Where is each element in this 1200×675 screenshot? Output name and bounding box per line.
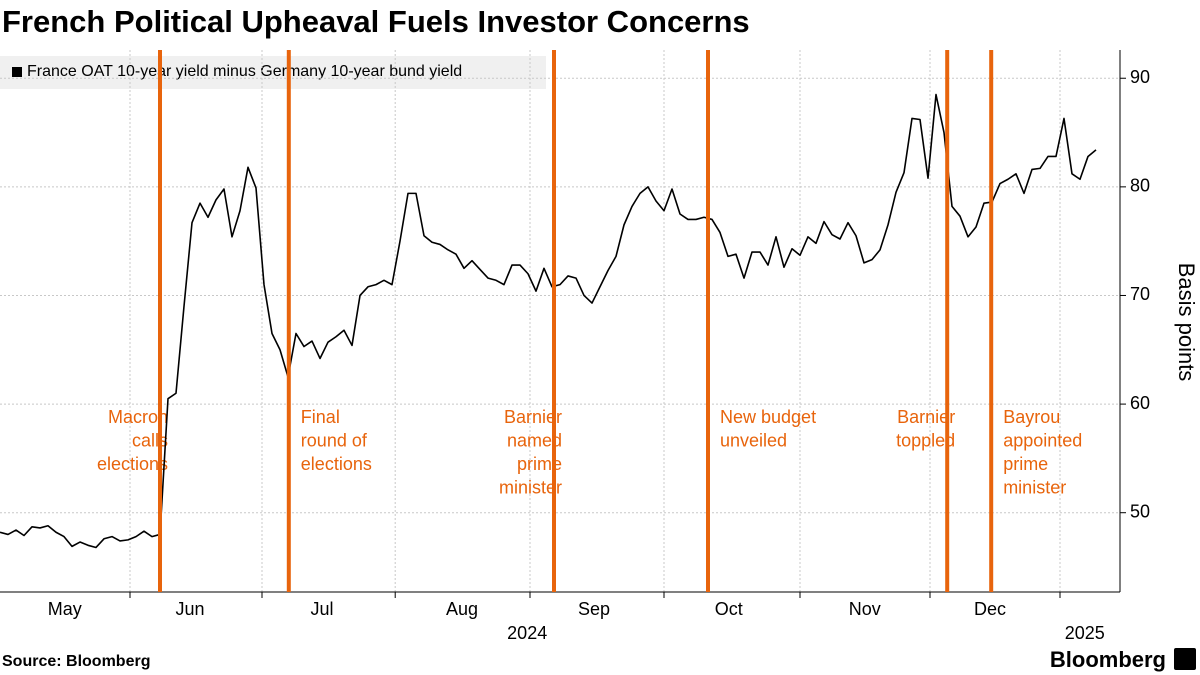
event-label: elections: [301, 454, 372, 474]
event-label: minister: [1003, 477, 1066, 497]
year-label: 2024: [507, 623, 547, 643]
event-label: appointed: [1003, 430, 1082, 450]
y-tick-label: 70: [1130, 284, 1150, 304]
x-tick-label: Jul: [310, 599, 333, 619]
source: Source: Bloomberg: [2, 653, 150, 670]
event-label: toppled: [896, 430, 955, 450]
brand-icon: [1174, 648, 1196, 670]
event-label: round of: [301, 430, 368, 450]
event-label: minister: [499, 477, 562, 497]
chart-title: French Political Upheaval Fuels Investor…: [2, 4, 750, 39]
y-tick-label: 60: [1130, 393, 1150, 413]
brand: Bloomberg: [1050, 647, 1166, 672]
event-label: Barnier: [897, 407, 955, 427]
x-tick-label: Sep: [578, 599, 610, 619]
event-label: named: [507, 430, 562, 450]
y-tick-label: 80: [1130, 176, 1150, 196]
line-series: [0, 93, 1097, 549]
y-axis-label: Basis points: [1174, 263, 1199, 382]
legend-box: [0, 56, 546, 89]
event-label: elections: [97, 454, 168, 474]
event-label: Barnier: [504, 407, 562, 427]
x-tick-label: Nov: [849, 599, 881, 619]
x-tick-label: Jun: [175, 599, 204, 619]
event-label: Final: [301, 407, 340, 427]
event-label: Bayrou: [1003, 407, 1060, 427]
legend-label: France OAT 10-year yield minus Germany 1…: [27, 63, 462, 80]
event-label: calls: [132, 430, 168, 450]
event-label: unveiled: [720, 430, 787, 450]
event-label: prime: [517, 454, 562, 474]
y-tick-label: 50: [1130, 501, 1150, 521]
event-label: prime: [1003, 454, 1048, 474]
event-label: Macron: [108, 407, 168, 427]
year-label: 2025: [1065, 623, 1105, 643]
x-tick-label: Dec: [974, 599, 1006, 619]
x-tick-label: Oct: [715, 599, 743, 619]
event-label: New budget: [720, 407, 816, 427]
x-tick-label: May: [48, 599, 82, 619]
y-tick-label: 90: [1130, 67, 1150, 87]
x-tick-label: Aug: [446, 599, 478, 619]
legend-swatch: [12, 67, 22, 77]
